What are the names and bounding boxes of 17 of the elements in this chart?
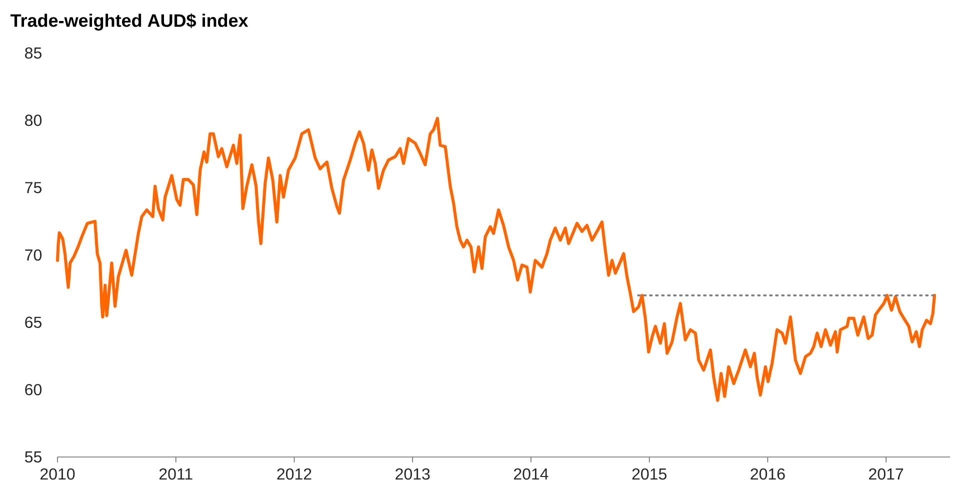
line-series xyxy=(56,116,936,402)
x-tick-label: 2015 xyxy=(632,468,666,480)
chart-title: Trade-weighted AUD$ index xyxy=(10,13,248,31)
x-tick-label: 2017 xyxy=(869,468,904,480)
y-tick-label: 75 xyxy=(25,182,42,194)
x-tick-label: 2013 xyxy=(396,468,430,480)
y-tick-label: 60 xyxy=(25,384,42,396)
x-tick-label: 2012 xyxy=(277,468,312,480)
x-tick-label: 2011 xyxy=(159,468,192,480)
x-tick-label: 2014 xyxy=(514,468,548,480)
y-tick-label: 55 xyxy=(25,451,42,463)
x-tick-label: 2010 xyxy=(40,468,75,480)
x-tick-label: 2016 xyxy=(750,468,785,480)
y-tick-label: 70 xyxy=(25,249,42,261)
y-tick-label: 65 xyxy=(25,316,42,328)
y-tick-label: 85 xyxy=(25,47,42,59)
y-tick-label: 80 xyxy=(25,114,42,126)
